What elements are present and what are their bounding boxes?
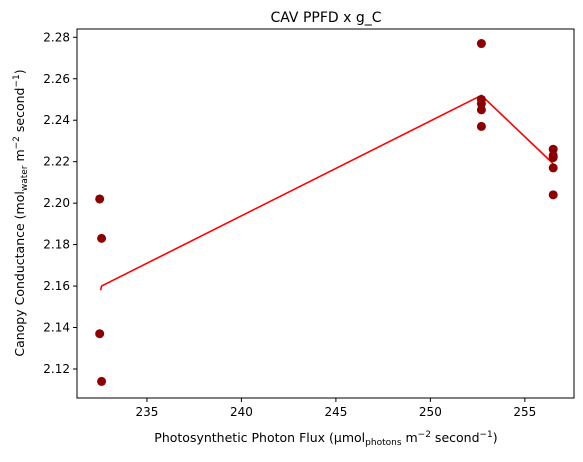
y-tick-label: 2.16 (43, 279, 70, 293)
x-axis-label-superscript-2: −1 (480, 430, 493, 440)
x-axis-label-prefix: Photosynthetic Photon Flux (µmol (154, 430, 365, 445)
y-tick-label: 2.20 (43, 196, 70, 210)
data-point (548, 153, 558, 163)
y-tick-label: 2.12 (43, 362, 70, 376)
y-axis-label-prefix: Canopy Conductance (mol (12, 191, 27, 357)
data-point (97, 376, 107, 386)
data-point (476, 99, 486, 109)
x-axis-label-mid: m (402, 430, 418, 445)
y-axis-label-superscript-1: −2 (12, 136, 22, 149)
y-axis: 2.12 2.14 2.16 2.18 2.20 2.22 2.24 2.26 2.28 (43, 30, 77, 376)
y-axis-label: Canopy Conductance (molwater m−2 second−… (12, 69, 30, 356)
data-point (548, 190, 558, 200)
data-point (476, 39, 486, 49)
x-axis-label-superscript-1: −2 (418, 430, 431, 440)
data-point (95, 194, 105, 204)
x-tick-label: 255 (513, 405, 536, 419)
data-point (97, 233, 107, 243)
y-tick-label: 2.24 (43, 113, 70, 127)
x-axis-label-suffix: ) (493, 430, 498, 445)
x-tick-label: 240 (230, 405, 253, 419)
x-axis-label: Photosynthetic Photon Flux (µmolphotons … (154, 430, 497, 448)
y-axis-label-subscript: water (20, 165, 30, 191)
y-axis-label-mid: m (12, 149, 27, 165)
x-axis: 235 240 245 250 255 (135, 398, 536, 419)
x-tick-label: 235 (135, 405, 158, 419)
x-tick-label: 245 (324, 405, 347, 419)
y-tick-label: 2.26 (43, 72, 70, 86)
data-point (95, 329, 105, 339)
data-point (548, 163, 558, 173)
y-tick-label: 2.28 (43, 30, 70, 44)
x-axis-label-mid2: second (431, 430, 480, 445)
y-tick-label: 2.22 (43, 155, 70, 169)
y-axis-label-superscript-2: −1 (12, 74, 22, 87)
y-axis-label-suffix: ) (12, 69, 27, 74)
y-axis-label-mid2: second (12, 88, 27, 137)
x-axis-label-subscript: photons (365, 438, 402, 448)
plot-area (95, 39, 558, 386)
y-tick-label: 2.14 (43, 321, 70, 335)
data-point (548, 144, 558, 154)
fit-line (99, 94, 554, 291)
data-point (476, 105, 486, 115)
y-tick-label: 2.18 (43, 238, 70, 252)
data-point (476, 121, 486, 131)
chart-title: CAV PPFD x g_C (270, 10, 381, 26)
x-tick-label: 250 (419, 405, 442, 419)
plot-frame (76, 28, 575, 399)
